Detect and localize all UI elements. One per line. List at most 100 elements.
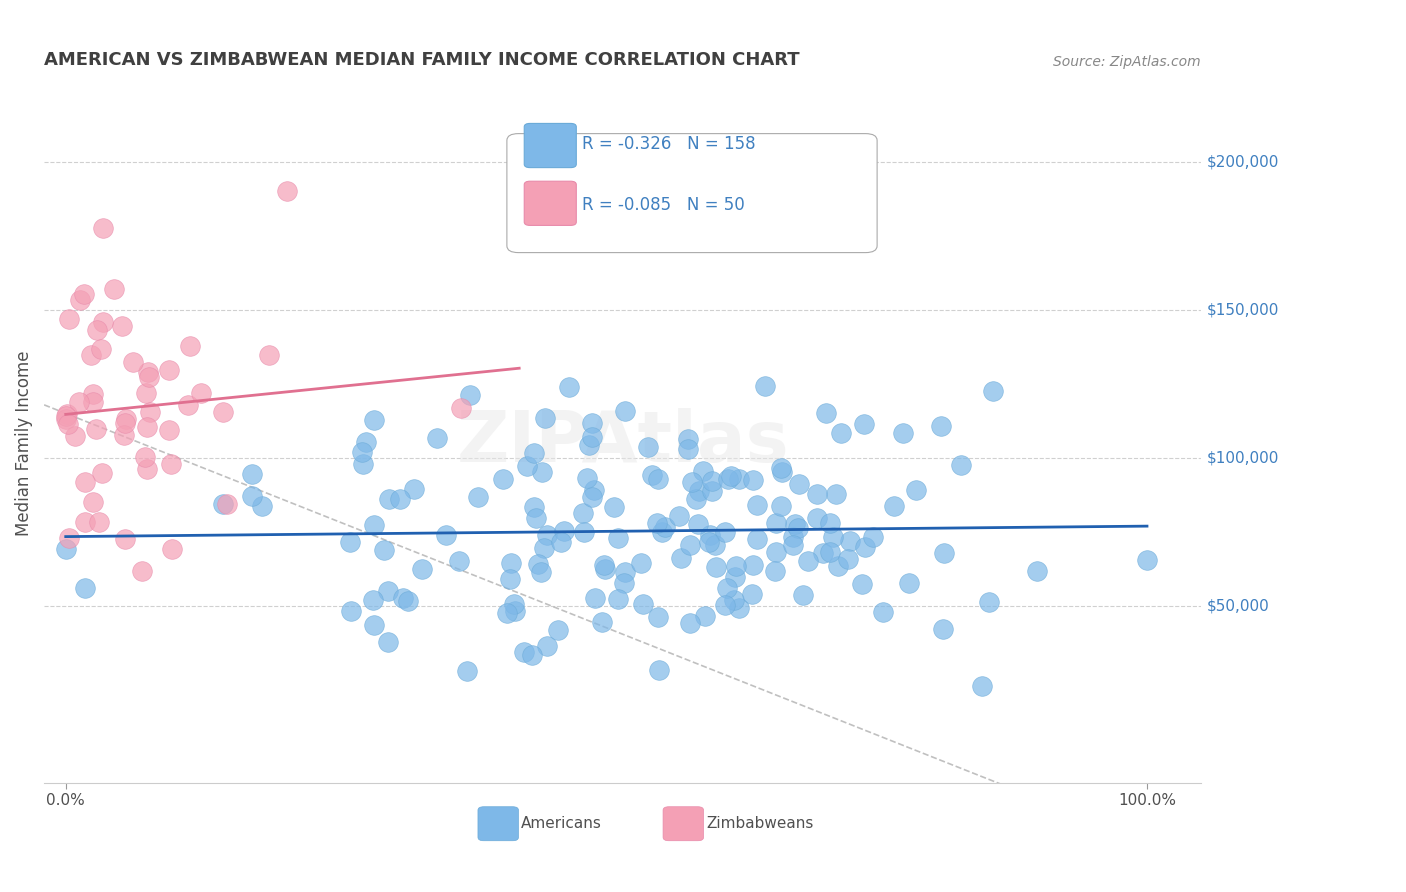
Point [162,541,184,556]
Text: $150,000: $150,000 [1206,302,1279,318]
Point [872,605,894,619]
Point [716,581,738,595]
Text: $200,000: $200,000 [1206,154,1279,169]
Point [603,500,626,515]
Point [524,510,547,524]
Point [90,466,112,480]
Text: AMERICAN VS ZIMBABWEAN MEDIAN FAMILY INCOME CORRELATION CHART: AMERICAN VS ZIMBABWEAN MEDIAN FAMILY INC… [44,51,800,69]
Point [681,475,703,489]
Point [745,498,768,512]
Point [648,663,671,677]
Point [138,369,160,384]
Point [523,500,546,514]
Point [821,530,844,544]
Point [613,576,636,591]
Point [139,404,162,418]
Point [970,679,993,693]
Point [583,591,606,605]
Point [533,541,555,556]
Point [782,530,804,544]
Point [934,546,956,560]
Point [581,416,603,430]
Point [501,556,523,570]
Text: Source: ZipAtlas.com: Source: ZipAtlas.com [1053,55,1201,69]
Y-axis label: Median Family Income: Median Family Income [15,351,32,536]
FancyBboxPatch shape [524,181,576,226]
Point [377,635,399,649]
Point [87,515,110,529]
Point [523,446,546,460]
Point [630,556,652,570]
Point [891,426,914,441]
Point [396,594,419,608]
Point [402,483,425,497]
Point [553,524,575,538]
Point [557,380,579,394]
Point [582,483,605,497]
Point [114,532,136,546]
Point [103,283,125,297]
Point [65,429,87,443]
Point [73,475,96,489]
Point [654,519,676,533]
Point [591,615,613,629]
Point [818,516,841,530]
Point [827,558,849,573]
Text: Americans: Americans [520,816,602,831]
Point [69,293,91,307]
Point [745,533,768,547]
Point [723,593,745,607]
Point [853,540,876,554]
Point [769,500,792,514]
Point [651,524,673,539]
Point [67,395,90,409]
Point [426,431,449,445]
Point [714,598,737,612]
Point [741,587,763,601]
Point [839,534,862,549]
Point [350,445,373,459]
Point [692,464,714,478]
Point [82,495,104,509]
Point [754,379,776,393]
Point [112,427,135,442]
Point [897,576,920,591]
Point [339,535,361,549]
Point [883,499,905,513]
Point [458,387,481,401]
Point [853,417,876,432]
Point [763,564,786,578]
Point [456,664,478,678]
Point [73,581,96,595]
Point [111,318,134,333]
Point [392,591,415,605]
Point [450,401,472,415]
Point [607,531,630,545]
Point [58,531,80,545]
Point [782,538,804,552]
Point [645,516,668,530]
Point [593,558,616,573]
Point [647,472,669,486]
Point [679,537,702,551]
Point [929,419,952,434]
Point [84,422,107,436]
Point [862,530,884,544]
Point [138,364,160,378]
Point [578,438,600,452]
Point [135,462,157,476]
Point [217,497,239,511]
Point [811,546,834,560]
FancyBboxPatch shape [508,134,877,252]
Point [373,543,395,558]
Point [91,315,114,329]
Point [704,538,727,552]
Point [786,520,808,534]
Point [179,339,201,353]
Text: $100,000: $100,000 [1206,450,1279,466]
Point [581,430,603,444]
Point [699,528,721,542]
Point [572,524,595,539]
Point [82,395,104,409]
Point [513,645,536,659]
